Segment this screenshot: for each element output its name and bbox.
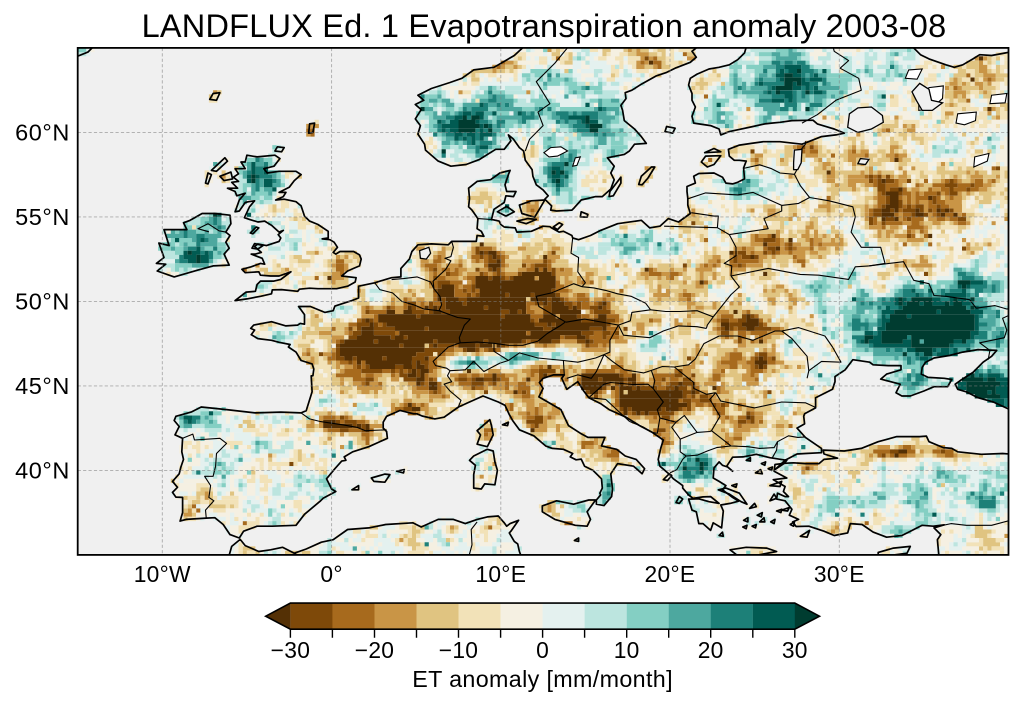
svg-text:−30: −30 [271,637,311,663]
svg-text:LANDFLUX Ed. 1 Evapotranspirat: LANDFLUX Ed. 1 Evapotranspiration anomal… [142,8,947,44]
svg-text:0: 0 [536,637,549,663]
svg-text:0°: 0° [320,561,342,587]
svg-text:ET anomaly [mm/month]: ET anomaly [mm/month] [412,666,673,692]
svg-text:10°W: 10°W [134,561,191,587]
svg-text:45°N: 45°N [15,373,70,399]
svg-text:30°E: 30°E [814,561,865,587]
svg-text:60°N: 60°N [15,120,70,146]
svg-text:10: 10 [614,637,640,663]
svg-text:−20: −20 [355,637,395,663]
svg-text:−10: −10 [439,637,479,663]
svg-text:40°N: 40°N [15,458,70,484]
svg-text:30: 30 [782,637,808,663]
svg-text:20: 20 [698,637,724,663]
svg-text:20°E: 20°E [645,561,696,587]
svg-text:10°E: 10°E [475,561,526,587]
svg-text:55°N: 55°N [15,204,70,230]
svg-text:50°N: 50°N [15,289,70,315]
